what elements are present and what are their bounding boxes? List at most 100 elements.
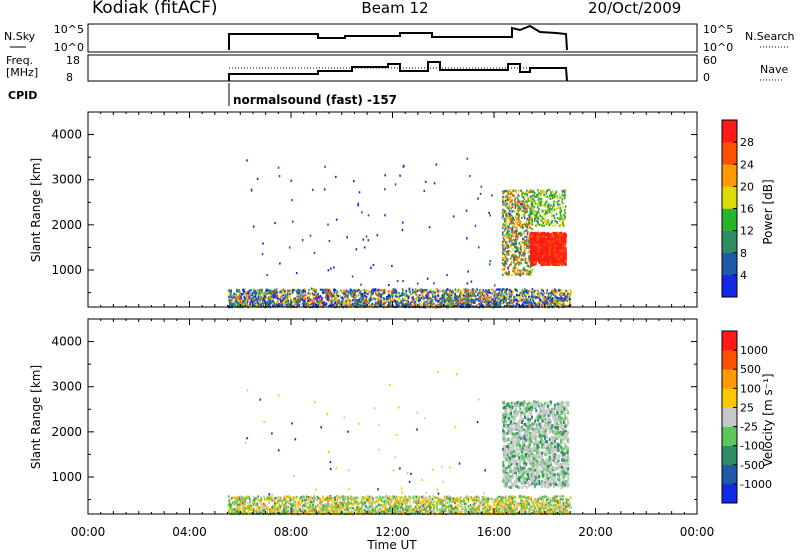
echo-cell	[436, 299, 439, 302]
echo-cell	[487, 299, 490, 302]
echo-cell	[558, 218, 561, 221]
nsky-trace	[228, 24, 568, 51]
echo-cell	[303, 303, 305, 306]
echo-cell	[352, 299, 354, 302]
echo-cell	[342, 302, 345, 305]
echo-cell	[353, 298, 356, 301]
echo-cell	[273, 301, 275, 304]
echo-cell	[402, 280, 404, 283]
echo-cell	[385, 297, 388, 300]
echo-cell	[551, 289, 554, 292]
echo-cell	[529, 212, 532, 215]
echo-cell	[527, 298, 529, 301]
echo-cell	[356, 302, 359, 305]
echo-cell	[386, 291, 389, 294]
echo-cell	[564, 296, 567, 299]
echo-cell	[527, 191, 530, 194]
echo-cell	[525, 244, 528, 247]
echo-cell	[540, 202, 542, 205]
echo-cell	[405, 295, 407, 298]
echo-cell	[530, 211, 533, 214]
nsky-label: N.Sky	[4, 30, 36, 43]
echo-cell	[534, 235, 537, 239]
echo-cell	[504, 256, 507, 259]
echo-cell	[550, 292, 552, 295]
echo-cell	[498, 304, 501, 307]
echo-cell	[506, 231, 509, 234]
echo-cell	[540, 236, 543, 240]
echo-cell	[455, 303, 457, 306]
echo-cell	[545, 212, 548, 215]
echo-cell	[529, 270, 532, 273]
echo-cell	[327, 223, 329, 226]
echo-cell	[477, 298, 479, 301]
echo-cell	[395, 302, 398, 305]
echo-cell	[530, 231, 533, 235]
echo-cell	[388, 294, 391, 297]
echo-cell	[543, 262, 545, 266]
echo-cell	[464, 301, 466, 304]
echo-cell	[264, 298, 266, 301]
echo-cell	[336, 298, 339, 301]
echo-cell	[303, 299, 306, 302]
echo-cell	[428, 303, 430, 307]
echo-cell	[552, 245, 555, 249]
echo-cell	[545, 192, 548, 195]
echo-cell	[349, 292, 352, 295]
echo-cell	[537, 206, 539, 209]
echo-cell	[244, 304, 247, 308]
echo-cell	[550, 238, 553, 242]
echo-cell	[338, 305, 340, 308]
nsky-tick-top-right: 10^5	[703, 23, 733, 36]
echo-cell	[508, 197, 511, 200]
echo-cell	[335, 218, 338, 221]
echo-cell	[558, 216, 561, 219]
echo-cell	[461, 302, 464, 305]
colorbar-segment	[722, 208, 737, 231]
echo-cell	[553, 205, 555, 208]
echo-cell	[518, 261, 520, 264]
echo-cell	[537, 199, 539, 202]
echo-cell	[424, 304, 426, 307]
echo-cell	[361, 297, 364, 300]
echo-cell	[228, 300, 231, 303]
echo-cell	[365, 292, 367, 295]
echo-cell	[306, 301, 309, 304]
echo-cell	[499, 297, 502, 300]
echo-cell	[502, 301, 505, 304]
echo-cell	[262, 507, 264, 510]
echo-cell	[496, 301, 499, 304]
echo-cell	[328, 240, 331, 243]
echo-cell	[344, 293, 347, 296]
echo-cell	[450, 294, 452, 297]
echo-cell	[474, 301, 476, 304]
echo-cell	[481, 298, 484, 301]
echo-cell	[510, 198, 513, 201]
echo-cell	[358, 304, 360, 307]
echo-cell	[357, 294, 360, 297]
echo-cell	[507, 250, 509, 253]
echo-cell	[269, 298, 271, 302]
echo-cell	[449, 296, 452, 299]
echo-cell	[325, 294, 327, 297]
echo-cell	[552, 510, 555, 513]
echo-cell	[504, 260, 506, 263]
freq-tick-top-left: 18	[66, 54, 80, 67]
echo-cell	[545, 253, 548, 257]
echo-cell	[350, 292, 353, 295]
echo-cell	[514, 288, 517, 291]
echo-cell	[235, 295, 238, 298]
echo-cell	[359, 296, 362, 299]
echo-cell	[525, 246, 528, 249]
echo-cell	[541, 241, 544, 245]
echo-cell	[446, 296, 449, 299]
echo-cell	[257, 302, 259, 305]
echo-cell	[343, 303, 346, 306]
echo-cell	[499, 294, 501, 297]
echo-cell	[524, 193, 526, 196]
echo-cell	[560, 255, 563, 259]
echo-cell	[468, 304, 470, 307]
echo-cell	[560, 203, 562, 206]
echo-cell	[481, 300, 484, 303]
echo-cell	[268, 292, 270, 295]
